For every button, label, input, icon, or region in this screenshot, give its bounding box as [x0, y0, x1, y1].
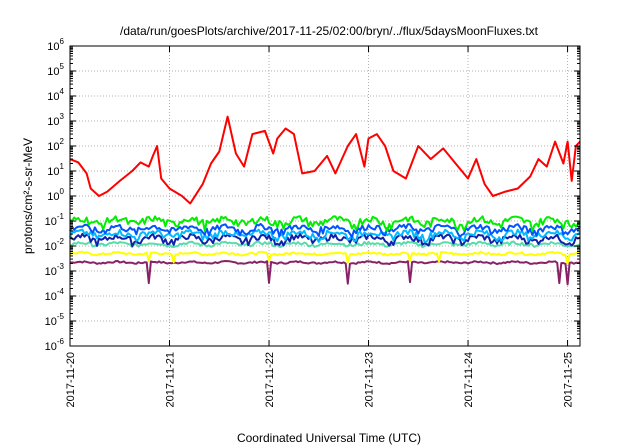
y-tick-label: 102	[47, 137, 64, 153]
y-tick-label: 10-6	[45, 337, 65, 353]
x-tick-label: 2017-11-22	[264, 352, 276, 407]
x-tick-label: 2017-11-21	[165, 352, 177, 407]
y-tick-label: 10-1	[45, 212, 65, 228]
y-tick-label: 10-4	[45, 287, 65, 303]
series-line-7	[70, 261, 580, 284]
y-tick-label: 103	[47, 112, 64, 128]
grid	[70, 46, 580, 346]
series-line-0	[70, 117, 580, 204]
series-group	[70, 117, 580, 285]
x-tick-label: 2017-11-24	[463, 352, 475, 407]
y-axis: 10-6 10-5 10-4 10-3 10-2 10-1 100 101 102 103 104 1…	[45, 37, 580, 353]
x-tick-label: 2017-11-20	[65, 352, 77, 407]
y-tick-label: 10-2	[45, 237, 65, 253]
y-tick-label: 10-5	[45, 312, 65, 328]
x-axis-label: Coordinated Universal Time (UTC)	[237, 431, 421, 445]
y-tick-label: 105	[47, 62, 64, 78]
x-tick-label: 2017-11-23	[364, 352, 376, 407]
y-tick-label: 10-3	[45, 262, 65, 278]
y-tick-label: 101	[47, 162, 64, 178]
x-tick-label: 2017-11-25	[563, 352, 575, 407]
y-tick-label: 104	[47, 87, 64, 103]
y-axis-label: protons/cm²-s-sr-MeV	[21, 138, 35, 254]
series-line-3	[70, 230, 580, 242]
x-axis: 2017-11-20 2017-11-21 2017-11-22 2017-11-23…	[65, 46, 575, 407]
y-tick-label: 106	[47, 37, 64, 53]
chart-title: /data/run/goesPlots/archive/2017-11-25/0…	[120, 24, 539, 38]
y-tick-label: 100	[47, 187, 64, 203]
